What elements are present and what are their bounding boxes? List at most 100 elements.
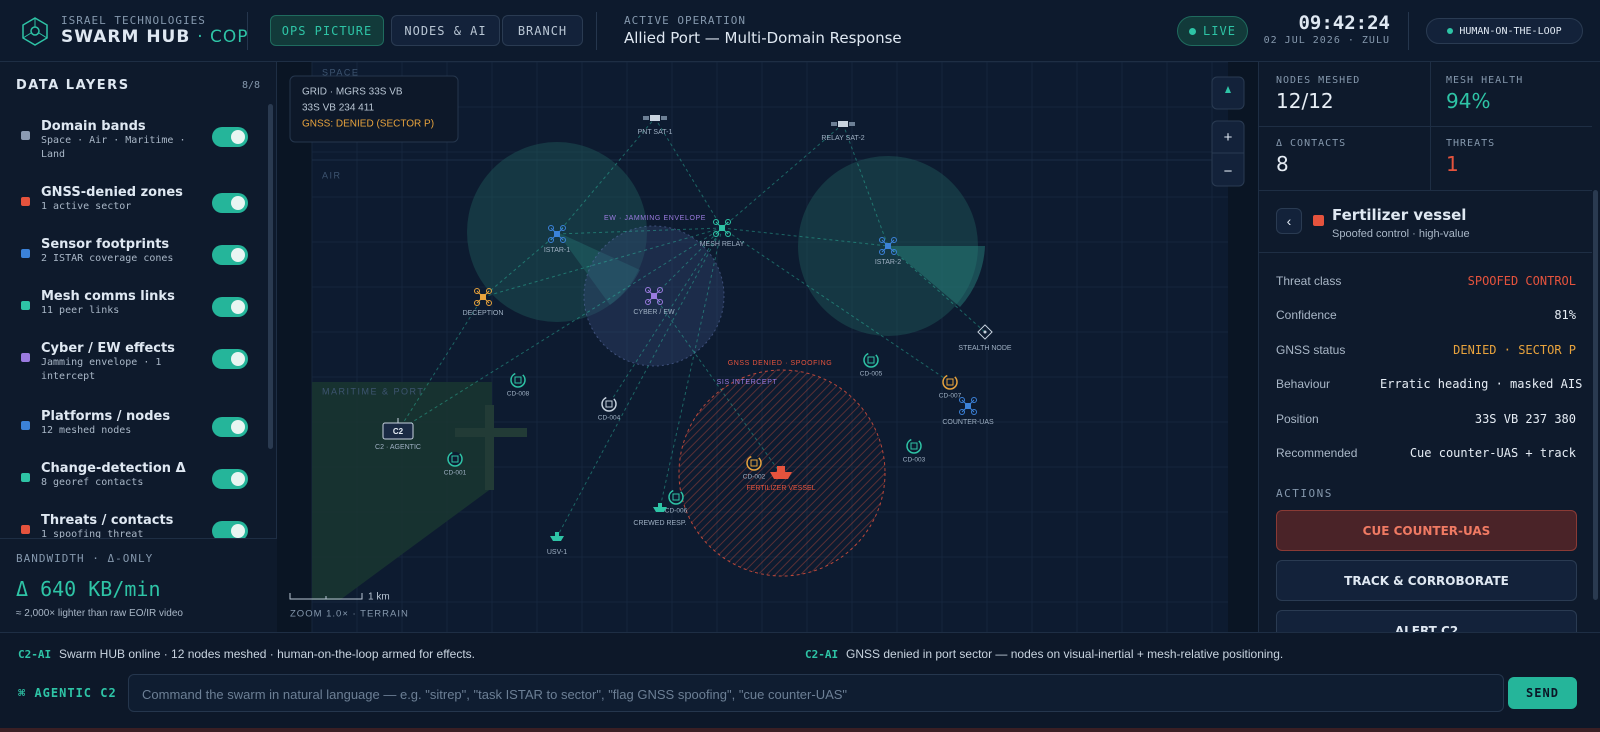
toggle-knob (231, 130, 245, 144)
drone-body (885, 243, 891, 249)
layer-name: Mesh comms links (41, 289, 175, 304)
rotor (879, 237, 885, 243)
contact-core (451, 455, 459, 463)
live-dot (1189, 27, 1197, 35)
mesh-link (721, 123, 844, 229)
layer-toggle[interactable] (212, 297, 248, 317)
drone-body (965, 403, 971, 409)
rotor (474, 300, 480, 306)
divider (1259, 190, 1592, 191)
layer-toggle[interactable] (212, 245, 248, 265)
contact-ring (601, 396, 617, 412)
pier (485, 405, 494, 490)
back-button[interactable]: ‹ (1276, 208, 1302, 234)
drone-body (554, 231, 560, 237)
command-input[interactable] (128, 674, 1504, 712)
rotor (971, 397, 977, 403)
grid-text: GNSS: DENIED (SECTOR P) (302, 119, 434, 130)
row-value: 33S VB 237 380 (1474, 411, 1576, 426)
layer-name: Cyber / EW effects (41, 341, 175, 356)
stat-value: 94% (1446, 89, 1491, 113)
stat-label: THREATS (1446, 138, 1496, 149)
node-label: MESH RELAY (700, 241, 745, 248)
drone-body (480, 294, 486, 300)
node-label: CD-001 (444, 470, 467, 477)
mesh-link (608, 227, 723, 405)
layer-desc: 1 spoofing threat (41, 529, 144, 540)
divider (596, 12, 597, 50)
layer-icon (21, 353, 30, 362)
tab[interactable]: OPS PICTURE (270, 15, 384, 46)
tab[interactable]: BRANCH (502, 15, 583, 46)
org: ISRAEL TECHNOLOGIES (61, 14, 206, 27)
layer-toggle[interactable] (212, 469, 248, 489)
rotor (486, 288, 492, 294)
detail-subtitle: Spoofed control · high-value (1332, 228, 1470, 240)
satellite (650, 115, 660, 121)
layer-name: Threats / contacts (41, 513, 174, 528)
rotor (971, 409, 977, 415)
grid-text: GRID · MGRS 33S VB (302, 87, 403, 98)
scale-bar (289, 593, 363, 600)
brand: SWARM HUB · COP (61, 27, 249, 47)
maritime-zone (312, 382, 492, 600)
zone-label: EW · JAMMING ENVELOPE (604, 215, 706, 222)
map[interactable]: SPACE AIR MARITIME & PORT EW · JAMMING ENVE… (277, 62, 1258, 632)
node-label: ISTAR-2 (875, 259, 901, 266)
brand-suffix: · COP (197, 27, 249, 47)
drone-body (651, 293, 657, 299)
row-value: DENIED · SECTOR P (1453, 342, 1576, 357)
action-button[interactable]: CUE COUNTER-UAS (1276, 510, 1577, 551)
input-placeholder: Command the swarm in natural language — … (142, 687, 848, 702)
layers-title: DATA LAYERS (16, 78, 130, 93)
scale-label: 1 km (368, 592, 390, 603)
rotor (548, 237, 554, 243)
rotor (560, 225, 566, 231)
tab[interactable]: NODES & AI (391, 15, 500, 46)
rotor (891, 237, 897, 243)
rotor (657, 287, 663, 293)
action-button[interactable]: TRACK & CORROBORATE (1276, 560, 1577, 601)
layer-name: Domain bands (41, 119, 146, 134)
op-name: Allied Port — Multi-Domain Response (624, 29, 902, 47)
compass-arrow (1225, 86, 1231, 93)
layer-toggle[interactable] (212, 127, 248, 147)
divider (1259, 126, 1592, 127)
layer-desc: 1 active sector (41, 201, 132, 212)
layer-toggle[interactable] (212, 193, 248, 213)
row-key: GNSS status (1276, 342, 1346, 357)
node-label: CD-003 (903, 457, 926, 464)
bandwidth-note: ≈ 2,000× lighter than raw EO/IR video (16, 608, 183, 619)
bandwidth-box (0, 538, 277, 632)
rotor (879, 249, 885, 255)
row-value: SPOOFED CONTROL (1467, 274, 1576, 288)
layer-toggle[interactable] (212, 417, 248, 437)
layer-icon (21, 249, 30, 258)
zone-label: SIS INTERCEPT (717, 379, 778, 386)
op-label: ACTIVE OPERATION (624, 14, 746, 27)
ship-cabin (555, 532, 559, 536)
toggle-knob (231, 420, 245, 434)
layer-toggle[interactable] (212, 349, 248, 369)
band-label: SPACE (322, 67, 359, 77)
layers-count: 8/8 (241, 80, 260, 91)
zoom-control: − (1224, 163, 1233, 180)
node-label: PNT SAT-1 (638, 129, 673, 136)
divider (1408, 12, 1409, 50)
toggle-knob (231, 248, 245, 262)
toggle-knob (231, 196, 245, 210)
toggle-knob (231, 524, 245, 538)
layer-desc: Space · Air · Maritime · Land (41, 135, 186, 160)
row-key: Behaviour (1276, 377, 1331, 392)
contact-ring (942, 374, 958, 390)
layer-toggle[interactable] (212, 521, 248, 541)
mesh-link (556, 117, 656, 235)
mesh-link (397, 227, 723, 432)
send-button[interactable]: SEND (1508, 677, 1577, 709)
stat-value: 8 (1276, 152, 1289, 176)
row-value: Erratic heading · masked AIS (1380, 377, 1583, 392)
mesh-link (887, 245, 986, 333)
layer-name: GNSS-denied zones (41, 185, 183, 200)
